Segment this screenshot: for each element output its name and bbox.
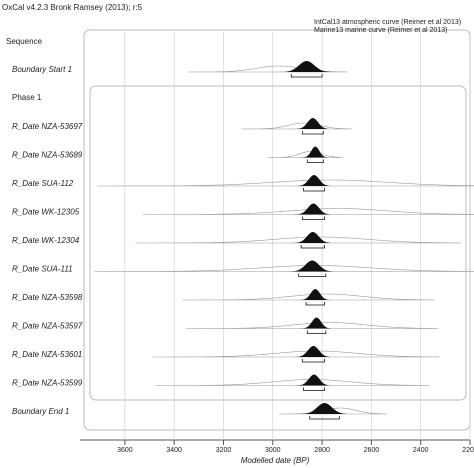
posterior bbox=[299, 146, 328, 158]
likelihood bbox=[241, 122, 352, 130]
x-tick-label: 3200 bbox=[216, 447, 232, 454]
likelihood bbox=[185, 322, 439, 329]
phase-box bbox=[89, 85, 467, 401]
likelihood bbox=[182, 293, 435, 301]
posterior bbox=[289, 232, 331, 243]
group-label: Sequence bbox=[6, 37, 43, 46]
posterior bbox=[296, 289, 330, 300]
row-label: R_Date NZA-53697 bbox=[12, 122, 83, 131]
row-label: R_Date NZA-53597 bbox=[12, 322, 83, 331]
likelihood bbox=[187, 65, 348, 73]
range-bracket bbox=[306, 330, 327, 334]
posterior bbox=[298, 317, 331, 329]
chart-title: OxCal v4.2.3 Bronk Ramsey (2013); r:5 bbox=[2, 3, 143, 12]
legend-entry: IntCal13 atmospheric curve (Reimer et al… bbox=[314, 19, 461, 26]
posterior bbox=[293, 175, 330, 186]
x-tick-label: 3000 bbox=[265, 447, 281, 454]
legend-entry: Marine13 marine curve (Reimer et al 2013… bbox=[314, 27, 447, 34]
row-label: R_Date NZA-53689 bbox=[12, 151, 83, 160]
posterior bbox=[293, 374, 330, 386]
row-label: R_Date SUA-111 bbox=[12, 265, 73, 274]
x-tick-label: 3400 bbox=[166, 447, 182, 454]
group-label: Phase 1 bbox=[12, 93, 42, 102]
x-tick-label: 3600 bbox=[117, 447, 133, 454]
range-bracket bbox=[309, 416, 340, 420]
posterior bbox=[285, 260, 333, 272]
x-tick-label: 2400 bbox=[413, 447, 429, 454]
range-bracket bbox=[305, 302, 325, 306]
range-bracket bbox=[306, 159, 324, 163]
posterior bbox=[291, 118, 329, 129]
row-label: Boundary End 1 bbox=[12, 407, 69, 416]
likelihood bbox=[97, 179, 474, 187]
range-bracket bbox=[290, 74, 323, 78]
range-bracket bbox=[301, 216, 325, 220]
posterior bbox=[294, 403, 347, 414]
likelihood bbox=[135, 236, 462, 244]
posterior bbox=[275, 61, 330, 72]
row-label: R_Date SUA-112 bbox=[12, 179, 74, 188]
range-bracket bbox=[301, 359, 325, 363]
x-tick-label: 2600 bbox=[364, 447, 380, 454]
row-label: R_Date NZA-53598 bbox=[12, 293, 83, 302]
likelihood bbox=[142, 208, 474, 215]
row-label: R_Date WK-12304 bbox=[12, 236, 80, 245]
x-tick-label: 2800 bbox=[314, 447, 330, 454]
row-label: R_Date NZA-53601 bbox=[12, 350, 82, 359]
row-label: Boundary Start 1 bbox=[12, 65, 72, 74]
range-bracket bbox=[303, 188, 325, 192]
x-tick-label: 2200 bbox=[462, 447, 474, 454]
row-label: R_Date NZA-53599 bbox=[12, 379, 83, 388]
range-bracket bbox=[301, 131, 324, 135]
range-bracket bbox=[300, 245, 325, 249]
range-bracket bbox=[298, 273, 327, 277]
likelihood bbox=[267, 151, 343, 158]
posterior bbox=[291, 346, 331, 357]
range-bracket bbox=[303, 387, 325, 391]
row-label: R_Date WK-12305 bbox=[12, 208, 80, 217]
x-axis-label: Modelled date (BP) bbox=[241, 456, 310, 465]
posterior bbox=[291, 203, 331, 215]
